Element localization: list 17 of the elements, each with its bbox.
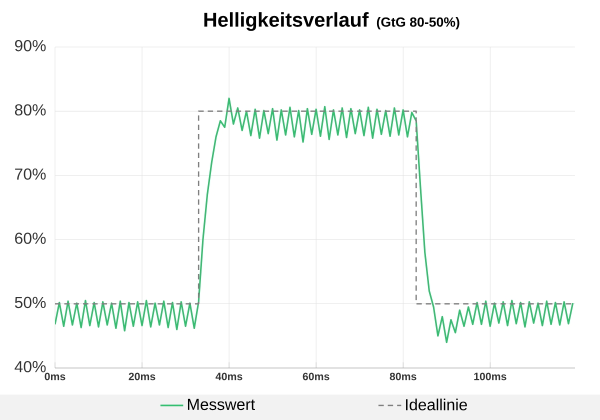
line-series [55, 98, 574, 344]
x-tick-label: 80ms [390, 372, 416, 380]
legend-label: Messwert [188, 398, 255, 410]
x-tick-label: 0ms [44, 372, 66, 380]
y-tick-label: 70% [15, 168, 46, 180]
x-tick-label: 100ms [474, 372, 506, 380]
legend-label: Ideallinie [406, 398, 467, 410]
y-tick-label: 80% [14, 104, 46, 116]
x-tick-label: 20ms [128, 372, 156, 380]
x-tick-label: 60ms [302, 372, 330, 380]
y-tick-label: 90% [15, 40, 46, 52]
chart-title: Helligkeitsverlauf [204, 12, 369, 31]
x-tick-label: 40ms [216, 372, 242, 380]
y-tick-label: 50% [14, 296, 46, 308]
chart-subtitle: (GtG 80-50%) [376, 16, 460, 30]
y-tick-label: 40% [14, 360, 46, 372]
y-tick-label: 60% [15, 232, 46, 244]
